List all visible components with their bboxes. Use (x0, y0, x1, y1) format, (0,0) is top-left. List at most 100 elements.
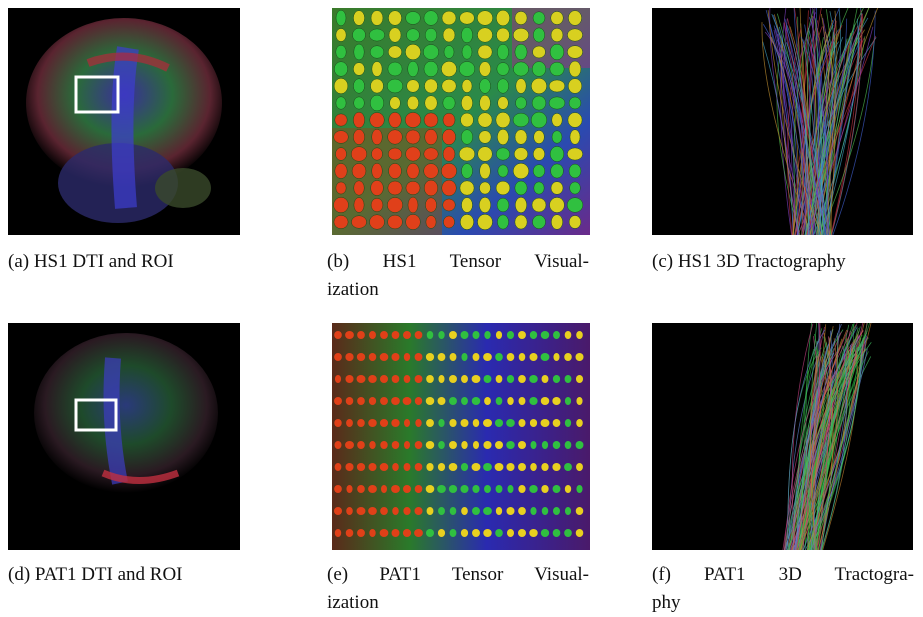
decoration (357, 419, 365, 427)
decoration (513, 28, 529, 42)
decoration (388, 215, 403, 229)
decoration (552, 397, 560, 405)
decoration (357, 441, 365, 449)
decoration (407, 96, 418, 110)
decoration (553, 331, 560, 339)
decoration (388, 148, 402, 160)
decoration (551, 11, 564, 24)
decoration (569, 97, 581, 109)
decoration (426, 419, 434, 427)
decoration (335, 148, 346, 161)
decoration (460, 419, 468, 427)
decoration (406, 214, 421, 229)
decoration (497, 129, 508, 145)
decoration (498, 165, 508, 177)
decoration (425, 96, 438, 111)
decoration (380, 353, 389, 361)
decoration (461, 164, 472, 179)
decoration (565, 485, 571, 493)
decoration (391, 419, 399, 427)
decoration (568, 113, 582, 128)
decoration (336, 182, 346, 194)
decoration (404, 419, 410, 427)
decoration (460, 181, 474, 195)
decoration (483, 507, 492, 515)
decoration (553, 441, 561, 449)
decoration (380, 463, 389, 471)
decoration (403, 485, 411, 493)
caption-line: (c) HS1 3D Tractography (652, 248, 922, 276)
decoration (345, 375, 353, 383)
decoration (371, 10, 383, 25)
decoration (403, 397, 412, 405)
decoration (372, 61, 382, 76)
decoration (354, 197, 364, 212)
decoration (460, 12, 475, 24)
decoration (443, 199, 456, 211)
decoration (507, 485, 513, 493)
decoration (346, 485, 352, 493)
decoration (345, 353, 353, 361)
decoration (414, 507, 422, 515)
decoration (497, 63, 509, 76)
decoration (369, 441, 375, 449)
decoration (507, 397, 513, 405)
decoration (380, 331, 388, 339)
decoration (495, 353, 503, 361)
decoration (388, 62, 402, 76)
decoration (442, 129, 455, 144)
decoration (518, 529, 526, 537)
decoration (461, 95, 472, 110)
decoration (515, 215, 527, 229)
decoration (371, 198, 383, 212)
caption: (c) HS1 3D Tractography (652, 248, 922, 276)
decoration (497, 198, 509, 212)
decoration (478, 113, 492, 128)
decoration (472, 485, 479, 493)
decoration (484, 397, 491, 405)
decoration (449, 331, 457, 339)
decoration (576, 419, 583, 427)
decoration (406, 29, 419, 42)
decoration (461, 529, 468, 537)
decoration (403, 529, 411, 537)
decoration (565, 397, 571, 405)
decoration (461, 375, 468, 383)
caption: (e) PAT1 Tensor Visual-ization (327, 561, 589, 617)
decoration (549, 80, 565, 92)
decoration (368, 375, 377, 383)
decoration (567, 148, 582, 160)
decoration (479, 62, 490, 77)
decoration (368, 507, 377, 515)
decoration (357, 507, 366, 515)
decoration (423, 44, 438, 59)
decoration (495, 463, 504, 471)
decoration (353, 129, 364, 144)
decoration (483, 463, 492, 471)
decoration (415, 397, 422, 405)
decoration (530, 331, 537, 339)
decoration (483, 529, 491, 537)
decoration (335, 529, 341, 537)
decoration (334, 78, 348, 93)
figure: {"panels": [ {"id": "a", "caption": ["(a… (0, 0, 923, 617)
decoration (533, 46, 546, 58)
decoration (479, 79, 490, 94)
decoration (506, 507, 514, 515)
decoration (460, 214, 473, 229)
decoration (414, 529, 423, 537)
decoration (335, 163, 347, 178)
decoration (565, 441, 572, 449)
decoration (552, 131, 562, 144)
decoration (424, 79, 437, 93)
dti-image (8, 8, 240, 235)
decoration (459, 147, 475, 161)
decoration (426, 463, 433, 471)
decoration (353, 112, 364, 128)
decoration (415, 441, 423, 449)
decoration (404, 441, 410, 449)
decoration (461, 441, 467, 449)
decoration (438, 353, 446, 361)
decoration (551, 215, 562, 230)
decoration (368, 485, 377, 493)
